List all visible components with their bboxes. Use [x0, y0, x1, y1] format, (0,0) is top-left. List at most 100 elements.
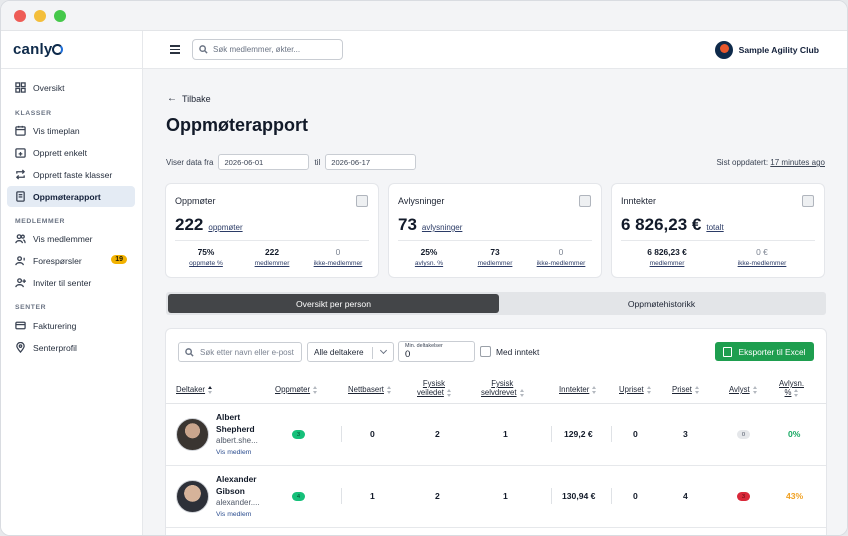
users-icon [15, 233, 26, 244]
th-nettbasert[interactable]: Nettbasert [348, 385, 391, 394]
users-icon [579, 195, 591, 207]
view-member-link[interactable]: Vis medlem [216, 511, 252, 518]
club-switcher[interactable]: Sample Agility Club [714, 41, 819, 59]
maximize-window-button[interactable] [54, 10, 66, 22]
arrow-left-icon: ← [167, 93, 177, 104]
user-request-icon [15, 255, 26, 266]
participant-filter-select[interactable]: Alle deltakere [307, 342, 394, 362]
date-range: Viser data fra til [166, 154, 421, 170]
date-from-input[interactable] [218, 154, 310, 170]
stat: 222 medlemmer [254, 247, 290, 267]
cancel-percent: 43% [786, 491, 804, 501]
th-deltaker[interactable]: Deltaker [176, 385, 213, 394]
stat: 0 ikke-medlemmer [313, 247, 363, 267]
sidebar-item-inviter-til-senter[interactable]: Inviter til senter [7, 272, 135, 293]
stat: 6 826,23 € medlemmer [647, 247, 687, 267]
participant-email: alexander.... [216, 498, 260, 507]
window-titlebar [1, 1, 847, 31]
th-inntekter[interactable]: Inntekter [559, 385, 597, 394]
stat: 25% avlysn. % [414, 247, 444, 267]
sidebar-item-vis-medlemmer[interactable]: Vis medlemmer [7, 228, 135, 249]
export-excel-button[interactable]: Eksporter til Excel [715, 342, 814, 361]
sidebar-item-foresporsler[interactable]: Forespørsler 19 [7, 250, 135, 271]
page-title: Oppmøterapport [166, 115, 308, 135]
th-fysisk-selvdrevet[interactable]: Fysisk selvdrevet [481, 379, 524, 397]
view-tabs: Oversikt per person Oppmøtehistorikk [166, 292, 826, 315]
participant-email: albert.she... [216, 436, 258, 445]
sidebar-item-senterprofil[interactable]: Senterprofil [7, 337, 135, 358]
calendar-plus-icon [15, 147, 26, 158]
sidebar-item-oppmoterapport[interactable]: Oppmøterapport [7, 186, 135, 207]
avatar [176, 418, 209, 451]
location-icon [15, 342, 26, 353]
with-revenue-checkbox[interactable]: Med inntekt [480, 346, 539, 357]
avatar [176, 480, 209, 513]
search-icon [185, 347, 194, 357]
participant-search-input[interactable] [200, 347, 300, 357]
revenue-card: Inntekter 6 826,23 € totalt 6 826,23 € med… [612, 184, 824, 277]
last-updated: Sist oppdatert: 17 minutes ago [716, 158, 825, 167]
sidebar-item-opprett-faste-klasser[interactable]: Opprett faste klasser [7, 164, 135, 185]
main-content: ← Tilbake Oppmøterapport Viser data fra … [143, 69, 847, 535]
close-window-button[interactable] [14, 10, 26, 22]
report-icon [15, 191, 26, 202]
minimize-window-button[interactable] [34, 10, 46, 22]
back-link[interactable]: ← Tilbake [167, 93, 211, 104]
view-member-link[interactable]: Vis medlem [216, 449, 252, 456]
table-header: Deltaker Oppmøter Nettbasert Fysisk veile… [166, 374, 826, 404]
stat: 75% oppmøte % [189, 247, 223, 267]
section-label-medlemmer: MEDLEMMER [15, 218, 65, 225]
th-avlyst[interactable]: Avlyst [729, 385, 757, 394]
tab-oppmotehistorikk[interactable]: Oppmøtehistorikk [627, 298, 696, 309]
requests-count-badge: 19 [111, 255, 127, 264]
participant-search[interactable] [178, 342, 302, 362]
sidebar-item-opprett-enkelt[interactable]: Opprett enkelt [7, 142, 135, 163]
bar-chart-icon [356, 195, 368, 207]
sidebar-item-fakturering[interactable]: Fakturering [7, 315, 135, 336]
sidebar-item-vis-timeplan[interactable]: Vis timeplan [7, 120, 135, 141]
attendance-badge: 3 [292, 430, 305, 439]
global-search-input[interactable] [213, 45, 338, 54]
th-oppmoter[interactable]: Oppmøter [275, 385, 318, 394]
grid-icon [15, 82, 26, 93]
cancellations-card: Avlysninger 73 avlysninger 25% avlysn. % 7… [389, 184, 601, 277]
user-plus-icon [15, 277, 26, 288]
repeat-icon [15, 169, 26, 180]
stat: 0 € ikke-medlemmer [737, 247, 787, 267]
attendance-badge: 4 [292, 492, 305, 501]
cancelled-badge: 3 [737, 492, 750, 501]
money-icon [802, 195, 814, 207]
sidebar-item-oversikt[interactable]: Oversikt [7, 77, 135, 98]
participant-name: Albert Shepherd [216, 412, 255, 434]
table-row[interactable]: Albert Shepherd albert.she... Vis medlem… [166, 404, 826, 466]
club-logo [714, 41, 733, 59]
search-icon [199, 45, 208, 54]
stat: 73 medlemmer [477, 247, 513, 267]
global-search[interactable] [192, 39, 343, 60]
chevron-down-icon [379, 346, 388, 355]
spreadsheet-icon [723, 346, 733, 357]
sidebar: canly Oversikt KLASSER Vis timeplan Oppr… [1, 31, 143, 535]
cancelled-badge: 0 [737, 430, 750, 439]
th-avlysn-pct[interactable]: Avlysn.% [779, 379, 804, 397]
tab-oversikt-per-person[interactable]: Oversikt per person [168, 294, 499, 313]
section-label-senter: SENTER [15, 304, 47, 311]
menu-icon[interactable] [170, 45, 180, 54]
table-row[interactable]: Alexander Gibson alexander.... Vis medle… [166, 466, 826, 528]
participants-panel: Alle deltakere Min. deltakelser 0 Med in… [166, 329, 826, 535]
stat: 0 ikke-medlemmer [536, 247, 586, 267]
topbar: Sample Agility Club [143, 31, 847, 69]
attendance-card: Oppmøter 222 oppmøter 75% oppmøte % 222 med… [166, 184, 378, 277]
section-label-klasser: KLASSER [15, 110, 52, 117]
checkbox[interactable] [480, 346, 491, 357]
th-fysisk-veiledet[interactable]: Fysisk veiledet [417, 379, 451, 397]
app-logo[interactable]: canly [13, 41, 64, 58]
club-name: Sample Agility Club [738, 45, 819, 55]
th-priset[interactable]: Priset [672, 385, 699, 394]
min-attendance-input[interactable]: Min. deltakelser 0 [398, 341, 475, 362]
th-upriset[interactable]: Upriset [619, 385, 651, 394]
credit-card-icon [15, 320, 26, 331]
date-to-input[interactable] [325, 154, 417, 170]
participant-name: Alexander Gibson [216, 474, 257, 496]
